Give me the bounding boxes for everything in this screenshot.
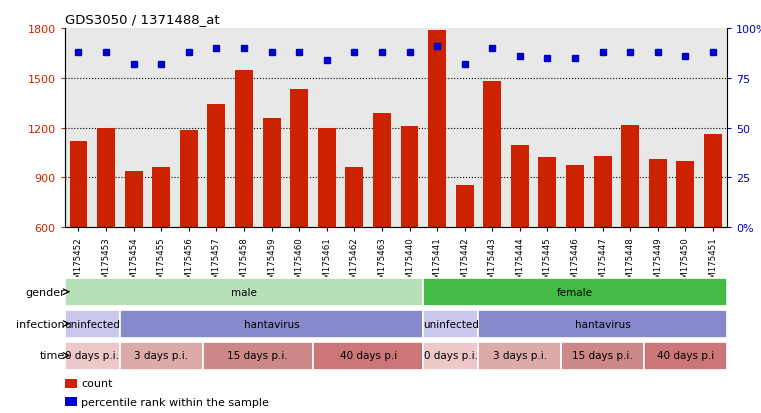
Bar bbox=[704, 135, 722, 228]
Bar bbox=[152, 168, 170, 228]
Text: 0 days p.i.: 0 days p.i. bbox=[65, 351, 119, 361]
Text: infection: infection bbox=[16, 319, 65, 329]
Text: 0 days p.i.: 0 days p.i. bbox=[424, 351, 478, 361]
Bar bbox=[621, 126, 639, 228]
Text: uninfected: uninfected bbox=[65, 319, 120, 329]
Bar bbox=[345, 168, 363, 228]
Bar bbox=[423, 279, 727, 306]
Bar bbox=[649, 160, 667, 228]
Bar bbox=[120, 342, 202, 370]
Bar bbox=[125, 171, 142, 228]
Bar bbox=[263, 119, 281, 228]
Text: time: time bbox=[40, 351, 65, 361]
Bar bbox=[400, 126, 419, 228]
Text: GDS3050 / 1371488_at: GDS3050 / 1371488_at bbox=[65, 13, 219, 26]
Text: gender: gender bbox=[25, 287, 65, 297]
Bar bbox=[456, 185, 473, 228]
Bar bbox=[423, 342, 479, 370]
Bar bbox=[97, 129, 115, 228]
Bar bbox=[428, 31, 446, 228]
Bar bbox=[423, 311, 479, 338]
Bar bbox=[677, 161, 694, 228]
Text: 15 days p.i.: 15 days p.i. bbox=[228, 351, 288, 361]
Bar bbox=[65, 379, 77, 388]
Bar bbox=[65, 279, 423, 306]
Bar bbox=[65, 397, 77, 406]
Bar bbox=[644, 342, 727, 370]
Bar bbox=[373, 114, 391, 228]
Bar bbox=[566, 166, 584, 228]
Text: hantavirus: hantavirus bbox=[244, 319, 300, 329]
Bar bbox=[69, 142, 88, 228]
Text: 3 days p.i.: 3 days p.i. bbox=[493, 351, 547, 361]
Bar bbox=[290, 90, 308, 228]
Text: 40 days p.i: 40 days p.i bbox=[339, 351, 396, 361]
Bar bbox=[539, 158, 556, 228]
Bar bbox=[561, 342, 644, 370]
Text: hantavirus: hantavirus bbox=[575, 319, 631, 329]
Bar bbox=[594, 157, 612, 228]
Bar bbox=[65, 311, 119, 338]
Text: female: female bbox=[557, 287, 593, 297]
Bar bbox=[313, 342, 423, 370]
Bar bbox=[235, 71, 253, 228]
Bar bbox=[479, 311, 727, 338]
Text: percentile rank within the sample: percentile rank within the sample bbox=[81, 396, 269, 406]
Bar bbox=[479, 342, 561, 370]
Text: male: male bbox=[231, 287, 257, 297]
Text: uninfected: uninfected bbox=[423, 319, 479, 329]
Bar bbox=[511, 146, 529, 228]
Bar bbox=[180, 131, 198, 228]
Bar bbox=[483, 82, 501, 228]
Text: 15 days p.i.: 15 days p.i. bbox=[572, 351, 633, 361]
Bar bbox=[202, 342, 313, 370]
Text: 3 days p.i.: 3 days p.i. bbox=[134, 351, 188, 361]
Bar bbox=[65, 342, 119, 370]
Bar bbox=[120, 311, 423, 338]
Text: 40 days p.i: 40 days p.i bbox=[657, 351, 714, 361]
Text: count: count bbox=[81, 378, 113, 388]
Bar bbox=[208, 105, 225, 228]
Bar bbox=[318, 128, 336, 228]
